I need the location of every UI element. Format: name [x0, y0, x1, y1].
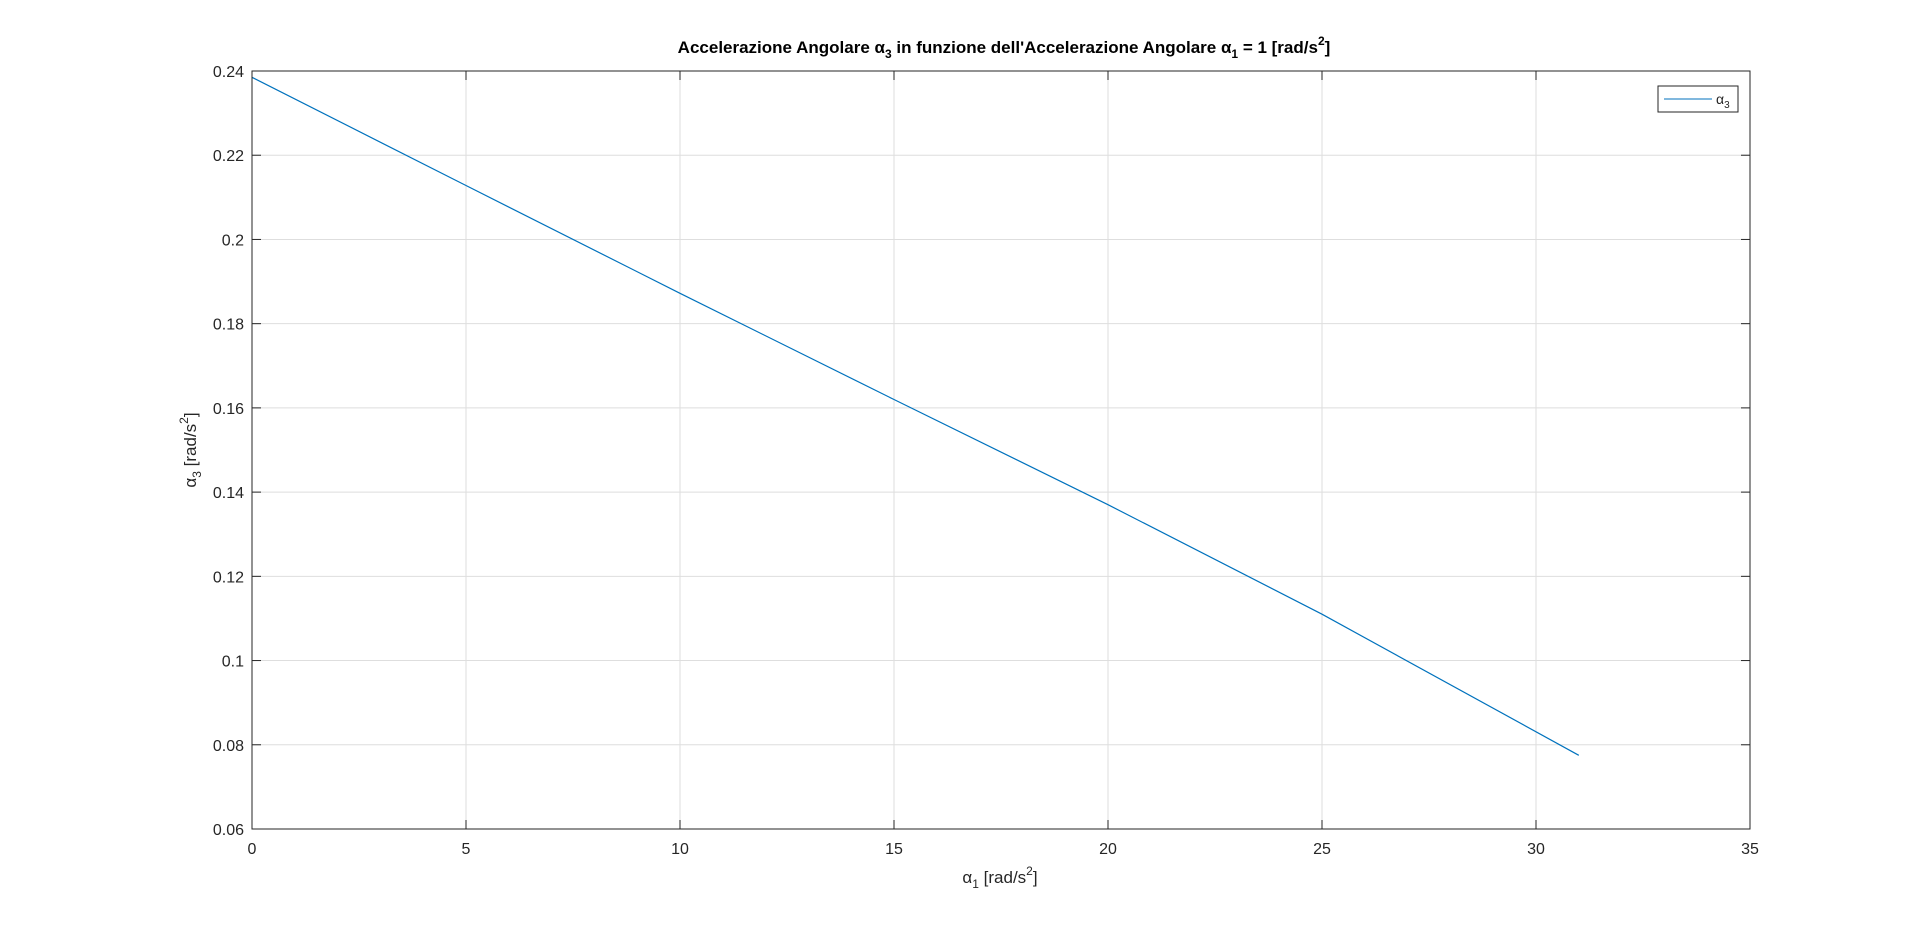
x-tick-label: 15 [885, 841, 903, 858]
y-tick-label: 0.16 [213, 401, 244, 418]
x-tick-label: 30 [1527, 841, 1545, 858]
x-tick-label: 10 [671, 841, 689, 858]
plot-area: 0 5 10 15 20 25 30 35 0.060.080.10.120.140.160.… [213, 64, 1759, 858]
y-axis-label: α3 [rad/s2] [177, 412, 204, 487]
y-tick-label: 0.08 [213, 738, 244, 755]
x-tick-label: 25 [1313, 841, 1331, 858]
legend-entry-alpha3: α3 [1716, 91, 1730, 111]
y-tick-label: 0.2 [222, 232, 244, 249]
y-tick-label: 0.22 [213, 148, 244, 165]
y-tick-label: 0.06 [213, 822, 244, 839]
x-tick-label: 5 [462, 841, 471, 858]
x-axis-label: α1 [rad/s2] [962, 864, 1037, 891]
y-tick-label: 0.12 [213, 569, 244, 586]
x-tick-label: 20 [1099, 841, 1117, 858]
chart-title: Accelerazione Angolare α3 in funzione de… [678, 34, 1331, 61]
x-tick-labels: 0 5 10 15 20 25 30 35 [248, 841, 1759, 858]
y-tick-label: 0.1 [222, 654, 244, 671]
axes-box [251, 70, 1751, 830]
data-series [251, 76, 1580, 756]
y-tick-label: 0.14 [213, 485, 244, 502]
y-tick-labels: 0.06 0.08 0.1 0.12 0.14 0.16 0.18 0.2 0.22 0.24 [213, 64, 244, 839]
series-line-alpha3 [251, 76, 1580, 756]
x-tick-label: 0 [248, 841, 257, 858]
legend: α3 [1657, 85, 1739, 113]
y-tick-label: 0.18 [213, 317, 244, 334]
x-tick-label: 35 [1741, 841, 1759, 858]
y-tick-label: 0.24 [213, 64, 244, 81]
